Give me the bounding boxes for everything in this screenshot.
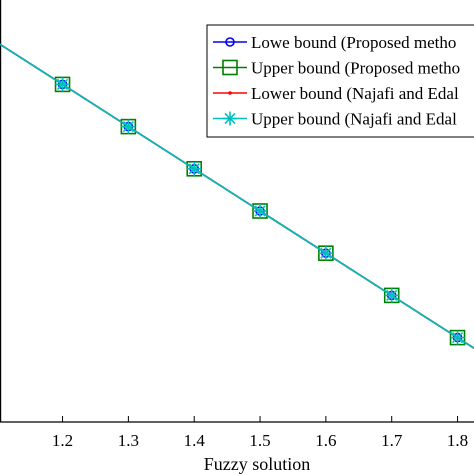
data-point [384,288,399,303]
data-point [450,330,465,345]
legend-entry: Upper bound (Najafi and Edal [213,110,457,129]
x-axis: 1.2 1.3 1.4 1.5 1.6 1.7 1.8 [52,416,468,450]
legend: Lowe bound (Proposed metho Upper bound (P… [206,24,474,138]
x-tick-label: 1.5 [249,431,270,450]
data-point [228,91,232,95]
legend-label: Lowe bound (Proposed metho [251,33,456,52]
legend-box [206,24,474,138]
plot-area [0,0,474,423]
x-tick-label: 1.3 [118,431,139,450]
legend-label: Upper bound (Najafi and Edal [251,110,457,129]
data-point [222,59,238,76]
x-axis-title: Fuzzy solution [204,454,311,474]
legend-label: Upper bound (Proposed metho [251,59,460,78]
legend-entry: Upper bound (Proposed metho [213,59,460,78]
x-tick-label: 1.6 [315,431,336,450]
data-point [121,119,136,134]
series-layer [0,43,474,349]
data-point [318,246,333,261]
data-point [225,37,235,47]
legend-entry: Lowe bound (Proposed metho [213,33,456,52]
series-line [0,43,474,349]
data-point [55,77,70,92]
data-point [223,111,237,126]
x-tick-label: 1.8 [447,431,468,450]
x-tick-label: 1.4 [184,431,206,450]
legend-label: Lower bound (Najafi and Edal [251,84,459,103]
series-4 [0,43,474,349]
x-tick-label: 1.7 [381,431,403,450]
x-tick-label: 1.2 [52,431,73,450]
legend-entry: Lower bound (Najafi and Edal [213,84,459,103]
data-point [187,161,202,176]
data-point [253,204,268,218]
